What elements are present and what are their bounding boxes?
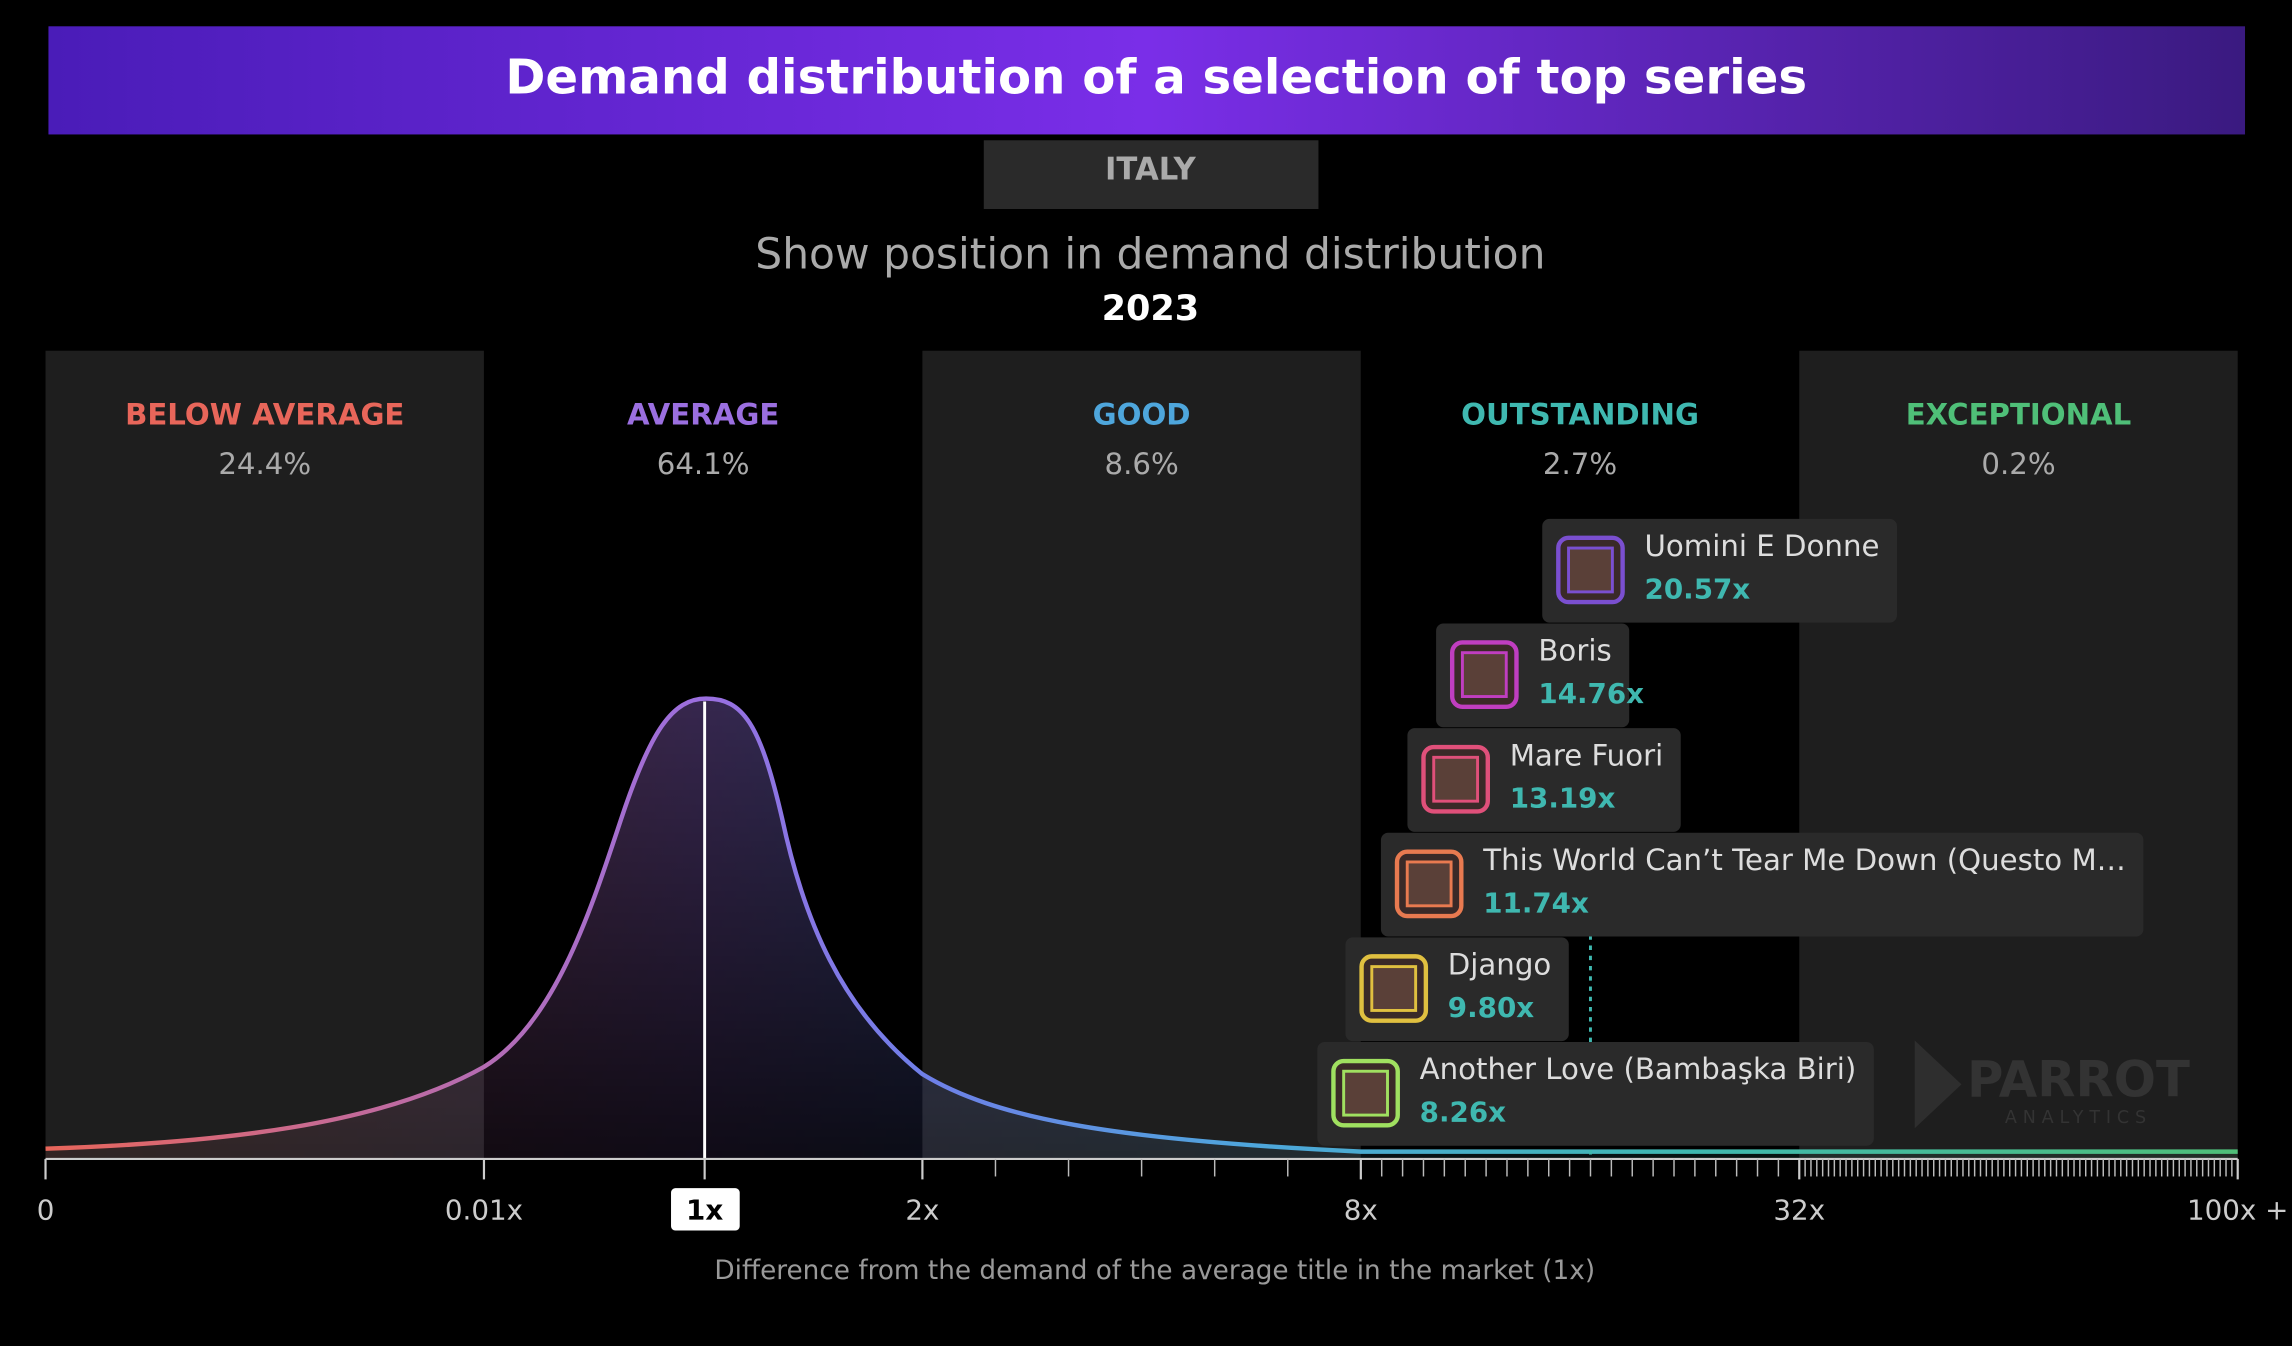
band-share: 8.6% — [1104, 447, 1178, 481]
show-icon-art — [1567, 546, 1614, 594]
show-icon-art — [1432, 755, 1480, 803]
chart-title: Demand distribution of a selection of to… — [505, 49, 1807, 105]
show-icon-art — [1342, 1069, 1389, 1117]
show-name: Mare Fuori — [1510, 738, 1663, 772]
show-name: Another Love (Bambaşka Biri) — [1420, 1052, 1857, 1086]
show-label: This World Can’t Tear Me Down (Questo M…… — [1380, 832, 2144, 937]
show-label: Mare Fuori 13.19x — [1407, 728, 1681, 832]
x-axis-label: Difference from the demand of the averag… — [714, 1256, 1595, 1286]
band-share: 0.2% — [1981, 447, 2055, 481]
x-tick-label: 2x — [905, 1194, 939, 1227]
show-value: 11.74x — [1483, 886, 1589, 919]
band-share: 2.7% — [1543, 447, 1617, 481]
subtitle: Show position in demand distribution — [755, 230, 1545, 279]
region: ITALY — [1105, 152, 1196, 187]
band-name: GOOD — [1093, 398, 1191, 432]
show-icon-art — [1405, 860, 1453, 908]
show-value: 8.26x — [1420, 1096, 1506, 1129]
show-label: Uomini E Donne 20.57x — [1542, 518, 1897, 623]
x-tick-label: 0 — [37, 1194, 55, 1227]
band-name: AVERAGE — [627, 398, 779, 432]
show-box — [1542, 518, 1897, 623]
band — [45, 350, 484, 1159]
logo-mark — [1914, 1040, 1962, 1129]
show-value: 20.57x — [1645, 572, 1751, 605]
show-name: Uomini E Donne — [1645, 529, 1880, 563]
curve — [45, 696, 2238, 1154]
watermark: PARROT — [1967, 1050, 2190, 1108]
bands: BELOW AVERAGE 24.4% AVERAGE 64.1% GOOD 8.6% OU… — [45, 350, 2238, 1159]
x-tick-label: 8x — [1344, 1194, 1378, 1227]
tick-highlight — [671, 1188, 740, 1231]
show-value: 9.80x — [1448, 991, 1534, 1024]
band-share: 64.1% — [657, 447, 750, 481]
band-name: BELOW AVERAGE — [125, 398, 404, 432]
x-tick-label: 100x + — [2187, 1194, 2288, 1227]
year: 2023 — [1102, 288, 1200, 329]
x-tick-label: 1x — [686, 1194, 723, 1227]
region-box — [983, 140, 1319, 209]
show-icon-art — [1460, 651, 1508, 698]
show-label: Boris 14.76x — [1436, 623, 1644, 728]
band-share: 24.4% — [218, 447, 311, 481]
show-value: 14.76x — [1538, 677, 1644, 710]
band — [922, 350, 1361, 1159]
show-box — [1380, 832, 2144, 937]
show-name: This World Can’t Tear Me Down (Questo M… — [1482, 843, 2126, 877]
x-tick-label: 32x — [1773, 1194, 1825, 1227]
watermark-sub: ANALYTICS — [2005, 1108, 2152, 1128]
title-bar — [48, 26, 2246, 135]
show-label: Another Love (Bambaşka Biri) 8.26x — [1317, 1042, 1874, 1146]
curve-fill — [45, 698, 2238, 1159]
band — [1799, 350, 2238, 1159]
show-label: Django 9.80x — [1345, 937, 1569, 1042]
show-name: Django — [1448, 948, 1551, 982]
show-box — [1317, 1042, 1874, 1146]
band-name: OUTSTANDING — [1461, 398, 1699, 432]
band-name: EXCEPTIONAL — [1906, 398, 2132, 432]
show-name: Boris — [1538, 634, 1611, 668]
show-icon-art — [1370, 965, 1418, 1012]
show-value: 13.19x — [1510, 782, 1616, 815]
x-tick-label: 0.01x — [445, 1194, 523, 1227]
